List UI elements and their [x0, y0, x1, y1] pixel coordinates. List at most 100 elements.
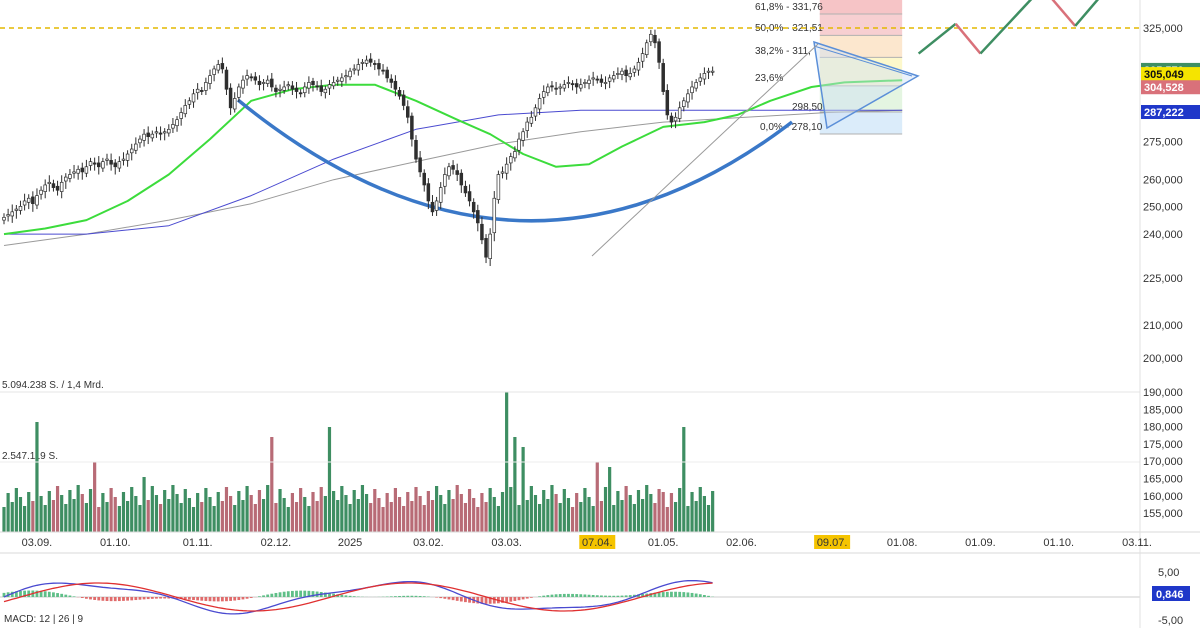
candle-body: [525, 121, 529, 131]
volume-bar: [97, 507, 101, 532]
volume-bar: [410, 501, 414, 532]
candle-body: [200, 90, 204, 92]
volume-panel[interactable]: 5.094.238 S. / 1,4 Mrd. 2.547.119 S.: [2, 380, 715, 532]
macd-histogram-bar: [258, 596, 261, 597]
volume-bar: [216, 492, 220, 532]
macd-histogram-bar: [39, 590, 43, 597]
candle-body: [208, 75, 212, 84]
volume-bar: [261, 499, 266, 532]
price-tick-label: 200,000: [1143, 353, 1183, 365]
candle-body: [546, 86, 550, 94]
candle-body: [476, 210, 480, 224]
candle-body: [129, 148, 134, 154]
candle-body: [418, 157, 422, 173]
volume-bar: [163, 490, 167, 532]
volume-bar: [389, 502, 393, 532]
projection-down-leg: [954, 23, 982, 55]
macd-histogram-bar: [229, 597, 232, 601]
volume-bar: [208, 497, 212, 532]
macd-signal-line: [3, 582, 713, 612]
volume-bar: [109, 488, 113, 532]
volume-bar: [463, 503, 468, 532]
macd-histogram-bar: [389, 596, 393, 597]
macd-histogram-bar: [480, 597, 484, 604]
macd-histogram-bar: [488, 597, 492, 604]
candle-body: [471, 201, 476, 213]
trendline: [591, 43, 819, 257]
fib-zone-top: [819, 0, 903, 15]
volume-bar: [665, 507, 669, 532]
candle-body: [496, 174, 501, 200]
volume-bar: [88, 489, 93, 532]
volume-bar: [290, 493, 294, 532]
macd-histogram-bar: [278, 592, 282, 597]
volume-bar: [274, 503, 278, 532]
macd-panel[interactable]: MACD: 12 | 26 | 9: [0, 579, 1140, 625]
macd-histogram-bar: [682, 592, 686, 597]
macd-histogram-bar: [554, 594, 558, 597]
volume-bar: [698, 487, 702, 532]
volume-bar: [591, 506, 595, 532]
candle-body: [422, 172, 426, 186]
volume-bar: [579, 502, 583, 532]
volume-bar: [509, 487, 513, 532]
price-panel[interactable]: 61,8% - 331,76 50,0% - 321,51 38,2% - 311,…: [0, 0, 1140, 267]
macd-histogram-bar: [101, 597, 105, 601]
candle-body: [175, 119, 179, 127]
macd-histogram-bar: [410, 595, 414, 597]
macd-value-badge-label: 0,846: [1156, 589, 1184, 601]
date-badge: [814, 535, 851, 549]
x-tick-label: 2025: [338, 537, 362, 549]
candle-body: [224, 69, 229, 90]
candle-body: [368, 58, 373, 63]
macd-histogram-bar: [583, 594, 587, 597]
candle-body: [113, 162, 117, 168]
volume-bar: [146, 500, 150, 532]
macd-histogram-bar: [612, 595, 616, 597]
price-tick-label: 325,000: [1143, 23, 1183, 35]
candle-body: [55, 185, 60, 191]
fib-label: 298,50: [792, 102, 823, 113]
volume-bar: [245, 486, 249, 532]
candle-body: [220, 63, 225, 70]
candle-body: [583, 82, 587, 84]
candle-body: [323, 88, 328, 94]
macd-histogram-bar: [641, 593, 644, 597]
x-tick-label: 02.06.: [726, 537, 757, 549]
candle-body: [340, 77, 344, 82]
volume-bar: [550, 485, 554, 532]
macd-histogram-bar: [575, 594, 579, 597]
volume-bar: [616, 491, 620, 532]
macd-histogram-bar: [332, 593, 335, 597]
candle-body: [294, 87, 299, 92]
volume-bar: [344, 495, 348, 532]
x-tick-label: 03.03.: [491, 537, 522, 549]
price-tick-label: 260,000: [1143, 175, 1183, 187]
candle-body: [72, 171, 76, 174]
candle-body: [373, 63, 377, 65]
candle-body: [344, 75, 348, 78]
macd-histogram-bar: [241, 597, 245, 600]
fib-label: 23,6%: [755, 73, 783, 84]
volume-bar: [187, 498, 191, 532]
candle-body: [690, 86, 694, 94]
volume-bar: [673, 502, 678, 532]
candle-body: [463, 185, 468, 194]
volume-bar: [554, 494, 558, 532]
volume-bar: [204, 488, 208, 532]
volume-tick-label: 160,000: [1143, 491, 1183, 503]
candle-body: [121, 158, 126, 161]
volume-bar: [154, 495, 159, 532]
candle-body: [550, 85, 554, 88]
volume-tick-label: 180,000: [1143, 422, 1183, 434]
volume-bar: [364, 494, 369, 532]
candle-body: [195, 88, 200, 94]
volume-bar: [237, 491, 241, 532]
candle-body: [18, 206, 23, 211]
volume-bar: [352, 490, 356, 532]
candle-body: [303, 86, 307, 94]
macd-histogram-bar: [216, 597, 220, 602]
macd-histogram-bar: [665, 591, 669, 597]
